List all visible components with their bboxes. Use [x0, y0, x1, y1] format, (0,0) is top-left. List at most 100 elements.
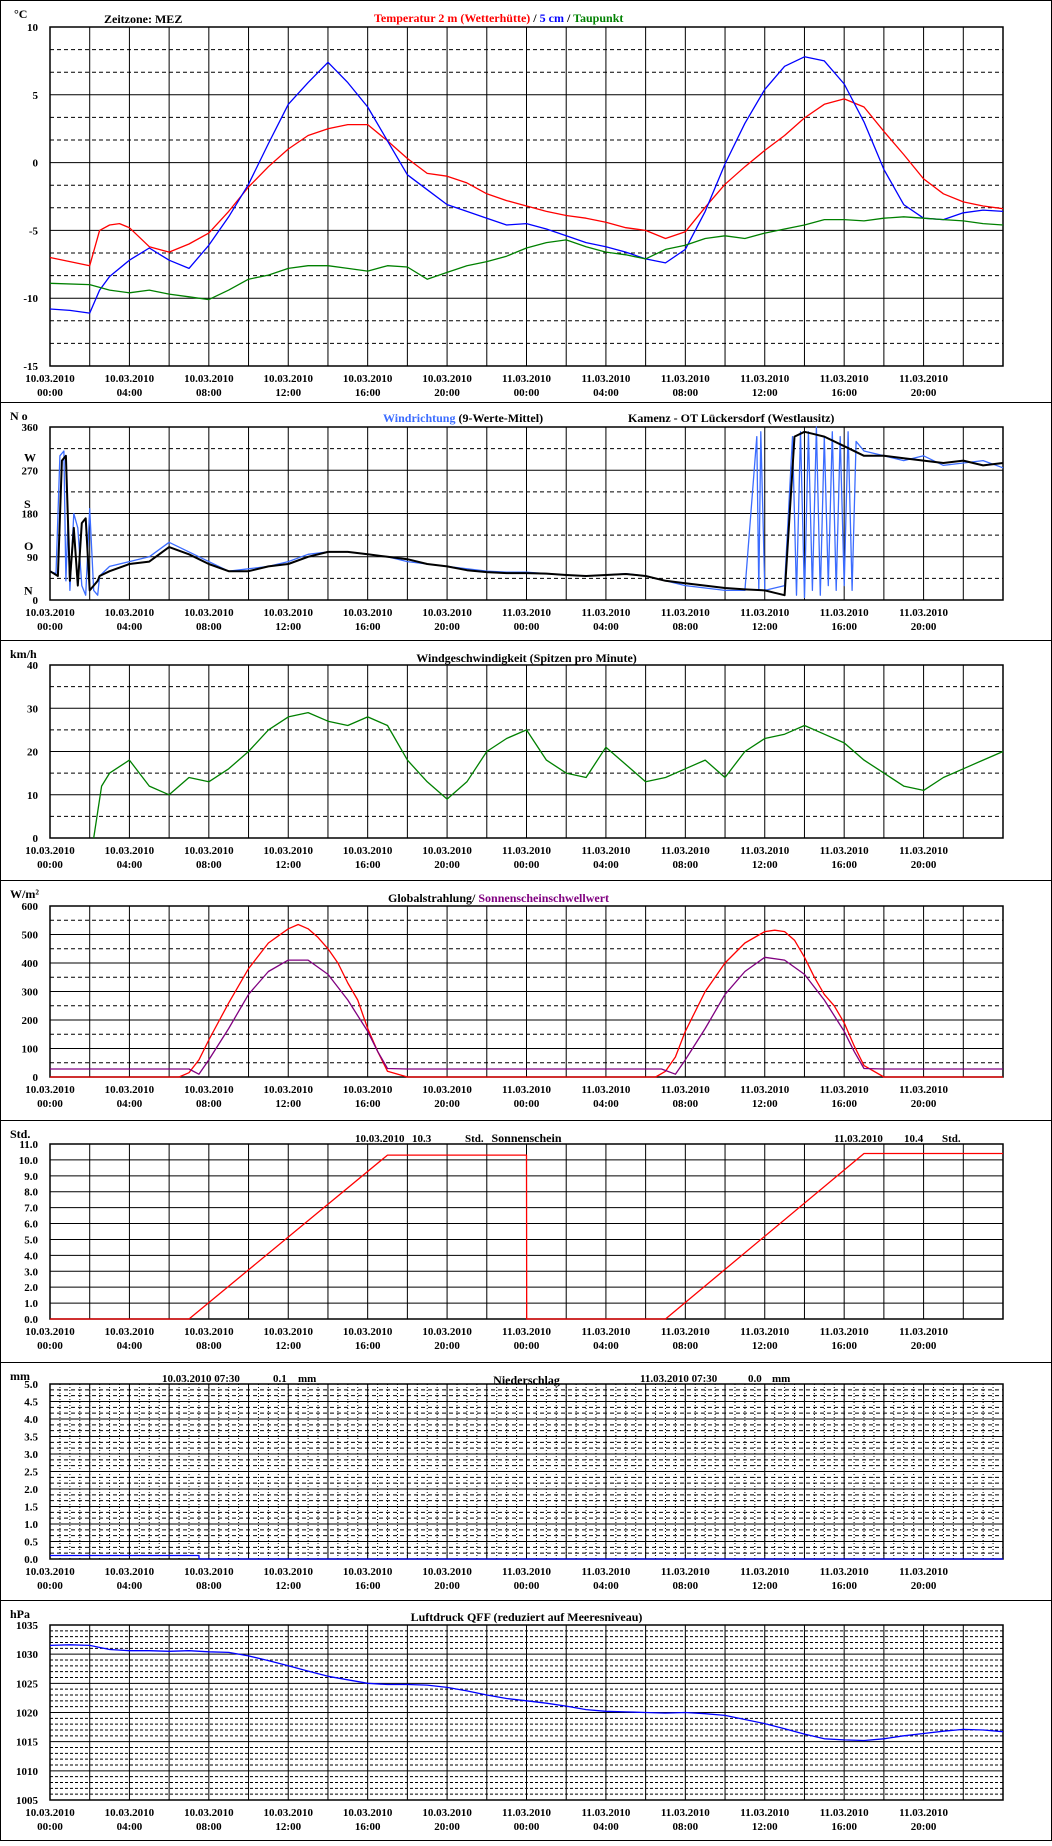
y-tick-label: 6.0: [24, 1219, 38, 1231]
x-tick-time: 12:00: [752, 621, 778, 633]
x-tick-date: 10.03.2010: [422, 1326, 472, 1338]
x-tick-time: 12:00: [752, 1340, 778, 1352]
y-tick-label: 0: [33, 1072, 39, 1084]
x-tick-date: 11.03.2010: [502, 607, 551, 619]
x-tick-time: 12:00: [275, 1580, 301, 1592]
y-tick-label: 0: [33, 158, 39, 170]
y-tick-label: 360: [22, 422, 39, 434]
x-tick-time: 12:00: [275, 621, 301, 633]
x-tick-time: 12:00: [752, 1580, 778, 1592]
y-tick-label: 1.0: [24, 1519, 38, 1531]
x-tick-time: 04:00: [117, 859, 143, 871]
x-tick-time: 08:00: [672, 1098, 698, 1110]
y-tick-label: 10.0: [19, 1155, 39, 1167]
title-part: Globalstrahlung/: [388, 891, 478, 905]
title-part: 5 cm: [540, 11, 564, 25]
x-tick-time: 08:00: [672, 621, 698, 633]
x-tick-date: 10.03.2010: [343, 1566, 393, 1578]
x-tick-date: 10.03.2010: [105, 1326, 155, 1338]
x-tick-time: 16:00: [355, 621, 381, 633]
x-tick-time: 12:00: [752, 387, 778, 399]
x-tick-date: 11.03.2010: [899, 1807, 948, 1819]
title-part: /: [530, 11, 539, 25]
x-tick-date: 10.03.2010: [422, 607, 472, 619]
y-tick-label: 270: [22, 465, 39, 477]
x-tick-date: 10.03.2010: [25, 1084, 75, 1096]
chart-title: Windrichtung (9-Werte-Mittel): [383, 411, 543, 425]
series-line: [49, 98, 1004, 267]
x-tick-time: 04:00: [117, 1098, 143, 1110]
series-line: [49, 430, 1004, 597]
x-tick-time: 04:00: [593, 387, 619, 399]
x-tick-date: 10.03.2010: [343, 1084, 393, 1096]
x-tick-time: 04:00: [593, 859, 619, 871]
x-tick-date: 11.03.2010: [581, 1807, 630, 1819]
series-line: [93, 711, 1004, 839]
x-tick-date: 11.03.2010: [661, 845, 710, 857]
x-tick-date: 10.03.2010: [184, 845, 234, 857]
y-tick-label: 0: [33, 833, 39, 845]
chart-title: Niederschlag: [493, 1373, 560, 1387]
x-tick-date: 11.03.2010: [661, 1807, 710, 1819]
y-tick-label: 4.0: [24, 1250, 38, 1262]
x-tick-time: 16:00: [831, 859, 857, 871]
x-tick-time: 00:00: [514, 859, 540, 871]
y-tick-label: 1010: [16, 1766, 39, 1778]
y-tick-label: 180: [22, 509, 39, 521]
y-tick-label: 3.0: [24, 1266, 38, 1278]
day-total-date: 11.03.2010 07:30: [640, 1373, 718, 1385]
x-tick-date: 10.03.2010: [264, 1807, 314, 1819]
title-part: Windrichtung: [383, 411, 455, 425]
x-tick-date: 10.03.2010: [422, 845, 472, 857]
x-tick-date: 10.03.2010: [422, 1807, 472, 1819]
x-tick-date: 11.03.2010: [502, 373, 551, 385]
y-tick-label: 1025: [16, 1678, 39, 1690]
panel-1: 1050-5-10-1510.03.201000:0010.03.201004:…: [0, 7, 1052, 403]
x-tick-time: 08:00: [672, 1821, 698, 1833]
y-tick-label: 0.0: [24, 1314, 38, 1326]
station-label: Kamenz - OT Lückersdorf (Westlausitz): [628, 411, 834, 425]
x-tick-time: 12:00: [275, 1098, 301, 1110]
x-tick-time: 00:00: [514, 1821, 540, 1833]
x-tick-time: 16:00: [355, 1098, 381, 1110]
x-tick-time: 00:00: [37, 1821, 63, 1833]
direction-label: N: [24, 583, 33, 597]
x-tick-time: 04:00: [117, 1821, 143, 1833]
x-tick-time: 12:00: [275, 1340, 301, 1352]
x-tick-time: 00:00: [514, 1098, 540, 1110]
y-tick-label: 30: [27, 703, 39, 715]
x-tick-time: 00:00: [514, 1340, 540, 1352]
x-tick-time: 16:00: [355, 387, 381, 399]
x-tick-time: 20:00: [434, 621, 460, 633]
chart-title: Windgeschwindigkeit (Spitzen pro Minute): [416, 651, 637, 665]
x-tick-time: 16:00: [831, 1340, 857, 1352]
x-tick-date: 11.03.2010: [899, 607, 948, 619]
chart-title: Temperatur 2 m (Wetterhütte) / 5 cm / Ta…: [374, 11, 623, 25]
x-tick-date: 11.03.2010: [740, 1566, 789, 1578]
x-tick-time: 20:00: [911, 1340, 937, 1352]
y-tick-label: 1030: [16, 1649, 39, 1661]
x-tick-time: 16:00: [355, 1340, 381, 1352]
x-tick-date: 11.03.2010: [820, 373, 869, 385]
x-tick-time: 20:00: [434, 1098, 460, 1110]
x-tick-time: 00:00: [37, 1580, 63, 1592]
x-tick-time: 08:00: [672, 1340, 698, 1352]
x-tick-time: 16:00: [831, 621, 857, 633]
x-tick-time: 20:00: [911, 1098, 937, 1110]
day-total-unit: Std.: [465, 1133, 484, 1145]
x-tick-date: 11.03.2010: [502, 1084, 551, 1096]
x-tick-date: 11.03.2010: [899, 1326, 948, 1338]
x-tick-time: 00:00: [37, 1098, 63, 1110]
x-tick-date: 11.03.2010: [820, 1566, 869, 1578]
title-part: (9-Werte-Mittel): [455, 411, 543, 425]
x-tick-date: 11.03.2010: [581, 1566, 630, 1578]
series-line: [49, 216, 1004, 301]
x-tick-date: 11.03.2010: [820, 1807, 869, 1819]
y-tick-label: 200: [22, 1015, 39, 1027]
y-tick-label: 3.0: [24, 1449, 38, 1461]
x-tick-time: 12:00: [752, 859, 778, 871]
x-tick-time: 04:00: [593, 1098, 619, 1110]
x-tick-date: 11.03.2010: [661, 1326, 710, 1338]
x-tick-time: 00:00: [514, 387, 540, 399]
